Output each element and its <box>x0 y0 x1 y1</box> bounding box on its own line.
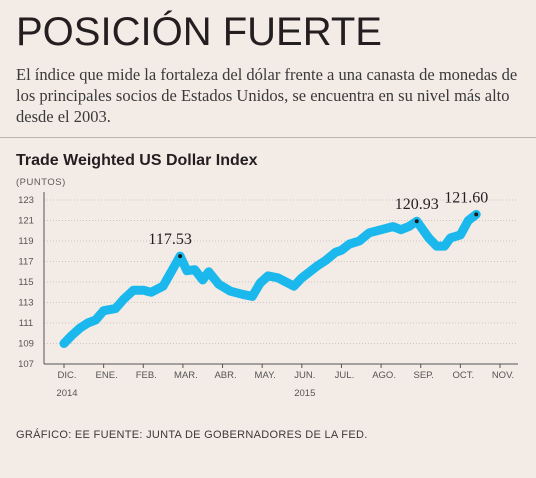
annotation-point <box>474 212 479 217</box>
x-tick-label: MAR. <box>174 370 198 381</box>
x-tick-label: FEB. <box>136 370 157 381</box>
header-divider <box>0 137 536 138</box>
x-tick-label: OCT. <box>453 370 475 381</box>
page-headline: POSICIÓN FUERTE <box>16 10 382 54</box>
y-tick-label: 111 <box>19 318 33 329</box>
headline-description: El índice que mide la fortaleza del dóla… <box>16 65 518 126</box>
x-tick-label: ABR. <box>214 370 236 381</box>
x-tick-label: JUL. <box>335 370 355 381</box>
x-tick-label: ENE. <box>96 370 118 381</box>
y-tick-label: 115 <box>18 277 33 288</box>
y-tick-label: 117 <box>18 257 33 268</box>
y-tick-label: 119 <box>18 236 33 247</box>
series-line <box>59 209 481 348</box>
y-tick-label: 123 <box>18 195 34 206</box>
x-tick-sublabel: 2014 <box>56 388 77 399</box>
y-tick-label: 109 <box>18 339 34 350</box>
annotation-label: 121.60 <box>444 189 488 206</box>
axes: 107 109 111 113 115 117 119 121 123 DIC. 2014 ENE. F… <box>18 192 518 399</box>
x-tick-sublabel: 2015 <box>294 388 315 399</box>
y-axis-unit-label: (PUNTOS) <box>16 177 66 188</box>
y-tick-label: 121 <box>18 216 34 227</box>
annotation-label: 117.53 <box>148 231 191 248</box>
x-tick-label: SEP. <box>414 370 434 381</box>
x-tick-label: DIC. <box>58 370 77 381</box>
x-tick-label: AGO. <box>372 370 396 381</box>
chart-title: Trade Weighted US Dollar Index <box>16 152 258 169</box>
series-layer <box>59 209 481 348</box>
annotation-point <box>414 219 419 224</box>
gridlines <box>44 199 518 344</box>
x-tick-label: NOV. <box>492 370 514 381</box>
y-tick-label: 107 <box>18 359 34 370</box>
x-tick-label: MAY. <box>255 370 276 381</box>
annotation-label: 120.93 <box>395 196 439 213</box>
chart-source-note: GRÁFICO: EE FUENTE: JUNTA DE GOBERNADORE… <box>16 429 368 441</box>
x-tick-label: JUN. <box>294 370 315 381</box>
y-tick-label: 113 <box>18 298 33 309</box>
annotation-point <box>178 254 183 259</box>
annotations: 117.53 120.93 121.60 <box>148 189 488 259</box>
